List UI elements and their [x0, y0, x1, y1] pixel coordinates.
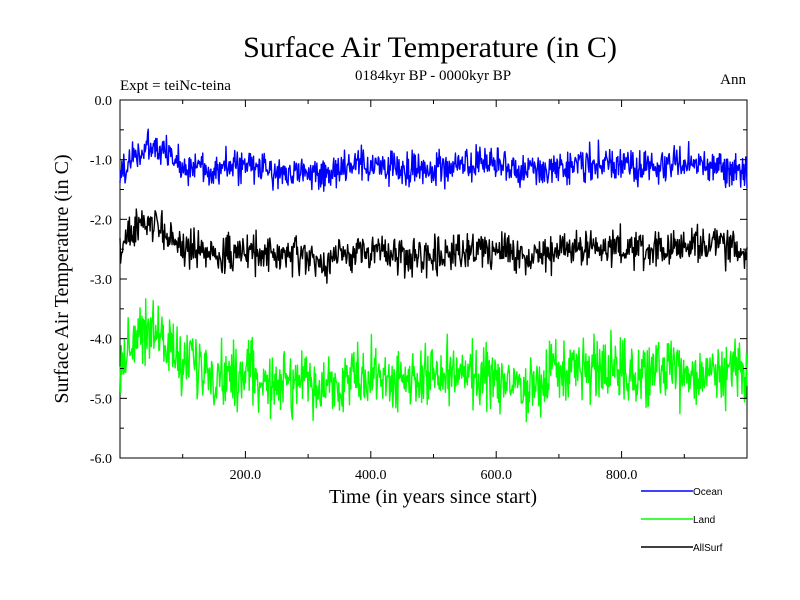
y-tick-label: -5.0: [90, 392, 112, 407]
x-tick-label: 200.0: [230, 468, 262, 483]
y-tick-label: 0.0: [95, 94, 113, 109]
y-tick-label: -2.0: [90, 213, 112, 228]
x-axis-label: Time (in years since start): [329, 486, 537, 508]
chart-subtitle: 0184kyr BP - 0000kyr BP: [355, 68, 511, 84]
series-line-allsurf: [119, 208, 748, 284]
legend-label-land: Land: [693, 515, 715, 526]
experiment-label: Expt = teiNc-teina: [120, 78, 231, 94]
series-line-ocean: [119, 128, 748, 192]
y-tick-label: -3.0: [90, 273, 112, 288]
chart-title: Surface Air Temperature (in C): [243, 31, 617, 64]
x-axis: 200.0 400.0 600.0 800.0: [182, 100, 685, 483]
y-tick-label: -1.0: [90, 154, 112, 169]
y-axis: 0.0 -1.0 -2.0 -3.0 -4.0 -5.0 -6.0: [90, 94, 747, 467]
y-tick-label: -4.0: [90, 333, 112, 348]
legend-label-allsurf: AllSurf: [693, 543, 723, 554]
plot-area: 0.0 -1.0 -2.0 -3.0 -4.0 -5.0 -6.0 200.0 400.0 60…: [90, 94, 748, 483]
y-axis-label: Surface Air Temperature (in C): [51, 154, 73, 403]
x-tick-label: 600.0: [480, 468, 512, 483]
y-tick-label: -6.0: [90, 452, 112, 467]
legend: Ocean Land AllSurf: [641, 487, 723, 554]
series-line-land: [119, 298, 748, 423]
x-tick-label: 800.0: [606, 468, 638, 483]
series-layer: [119, 128, 748, 423]
x-tick-label: 400.0: [355, 468, 387, 483]
season-label: Ann: [720, 72, 746, 88]
legend-label-ocean: Ocean: [693, 487, 722, 498]
